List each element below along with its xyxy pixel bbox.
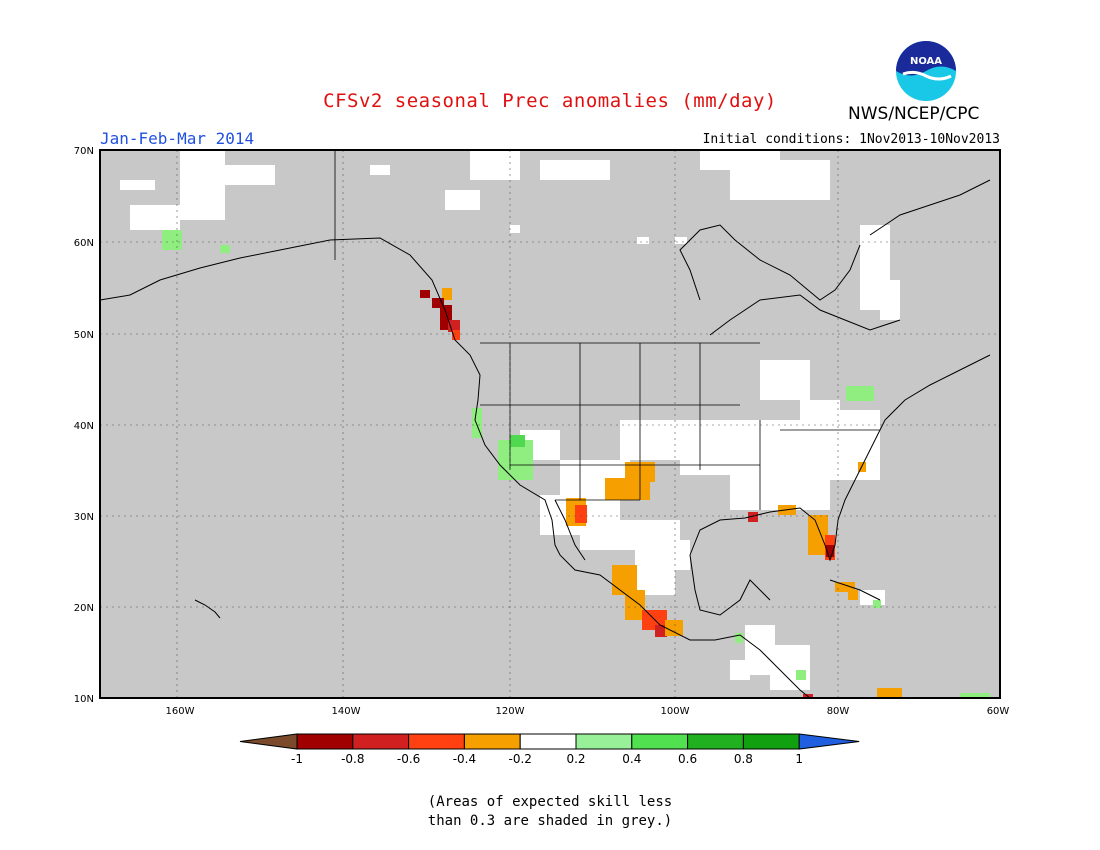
organization-label: NWS/NCEP/CPC [848, 104, 980, 124]
lon-tick: 100W [661, 706, 690, 717]
colorbar-label: 0.8 [734, 752, 753, 766]
noaa-logo-text: NOAA [910, 56, 942, 67]
colorbar-segment [352, 733, 410, 750]
lat-tick: 10N [74, 694, 94, 705]
colorbar-label: 0.2 [566, 752, 585, 766]
footnote-line-2: than 0.3 are shaded in grey.) [427, 813, 673, 829]
graticule [100, 150, 1000, 698]
lon-tick: 160W [166, 706, 195, 717]
colorbar [239, 733, 860, 750]
lon-tick-labels: 160W 140W 120W 100W 80W 60W [166, 706, 1010, 717]
colorbar-segment [296, 733, 354, 750]
colorbar-label: -0.6 [397, 752, 420, 766]
lon-tick: 140W [332, 706, 361, 717]
colorbar-segment [742, 733, 800, 750]
lat-tick: 40N [74, 421, 94, 432]
colorbar-label: -0.2 [508, 752, 531, 766]
coastlines [99, 179, 991, 699]
colorbar-label: -0.8 [341, 752, 364, 766]
lat-tick: 50N [74, 330, 94, 341]
colorbar-label: -0.4 [453, 752, 476, 766]
colorbar-segment [463, 733, 521, 750]
lon-tick: 60W [987, 706, 1010, 717]
colorbar-segment [519, 733, 577, 750]
colorbar-label: 1 [795, 752, 803, 766]
chart-title: CFSv2 seasonal Prec anomalies (mm/day) [323, 90, 777, 112]
colorbar-arrow-high [798, 733, 860, 750]
initial-conditions: Initial conditions: 1Nov2013-10Nov2013 [702, 132, 1000, 147]
colorbar-segment [631, 733, 689, 750]
noaa-logo: NOAA [896, 41, 956, 101]
colorbar-label: -1 [291, 752, 303, 766]
colorbar-segment [575, 733, 633, 750]
lat-tick: 60N [74, 238, 94, 249]
lat-tick-labels: 70N 60N 50N 40N 30N 20N 10N [74, 146, 94, 705]
colorbar-arrow-low [239, 733, 298, 750]
lon-tick: 80W [827, 706, 850, 717]
footnote-line-1: (Areas of expected skill less [427, 794, 673, 810]
colorbar-segment [687, 733, 744, 750]
lat-tick: 30N [74, 512, 94, 523]
forecast-period: Jan-Feb-Mar 2014 [100, 129, 255, 148]
colorbar-segment [408, 733, 465, 750]
lon-tick: 120W [496, 706, 525, 717]
colorbar-label: 0.6 [678, 752, 697, 766]
colorbar-labels: -1 -0.8 -0.6 -0.4 -0.2 0.2 0.4 0.6 0.8 1 [291, 752, 803, 766]
colorbar-label: 0.4 [622, 752, 641, 766]
wet-anomalies [162, 230, 990, 698]
borders [334, 150, 880, 510]
lat-tick: 20N [74, 603, 94, 614]
lat-tick: 70N [74, 146, 94, 157]
